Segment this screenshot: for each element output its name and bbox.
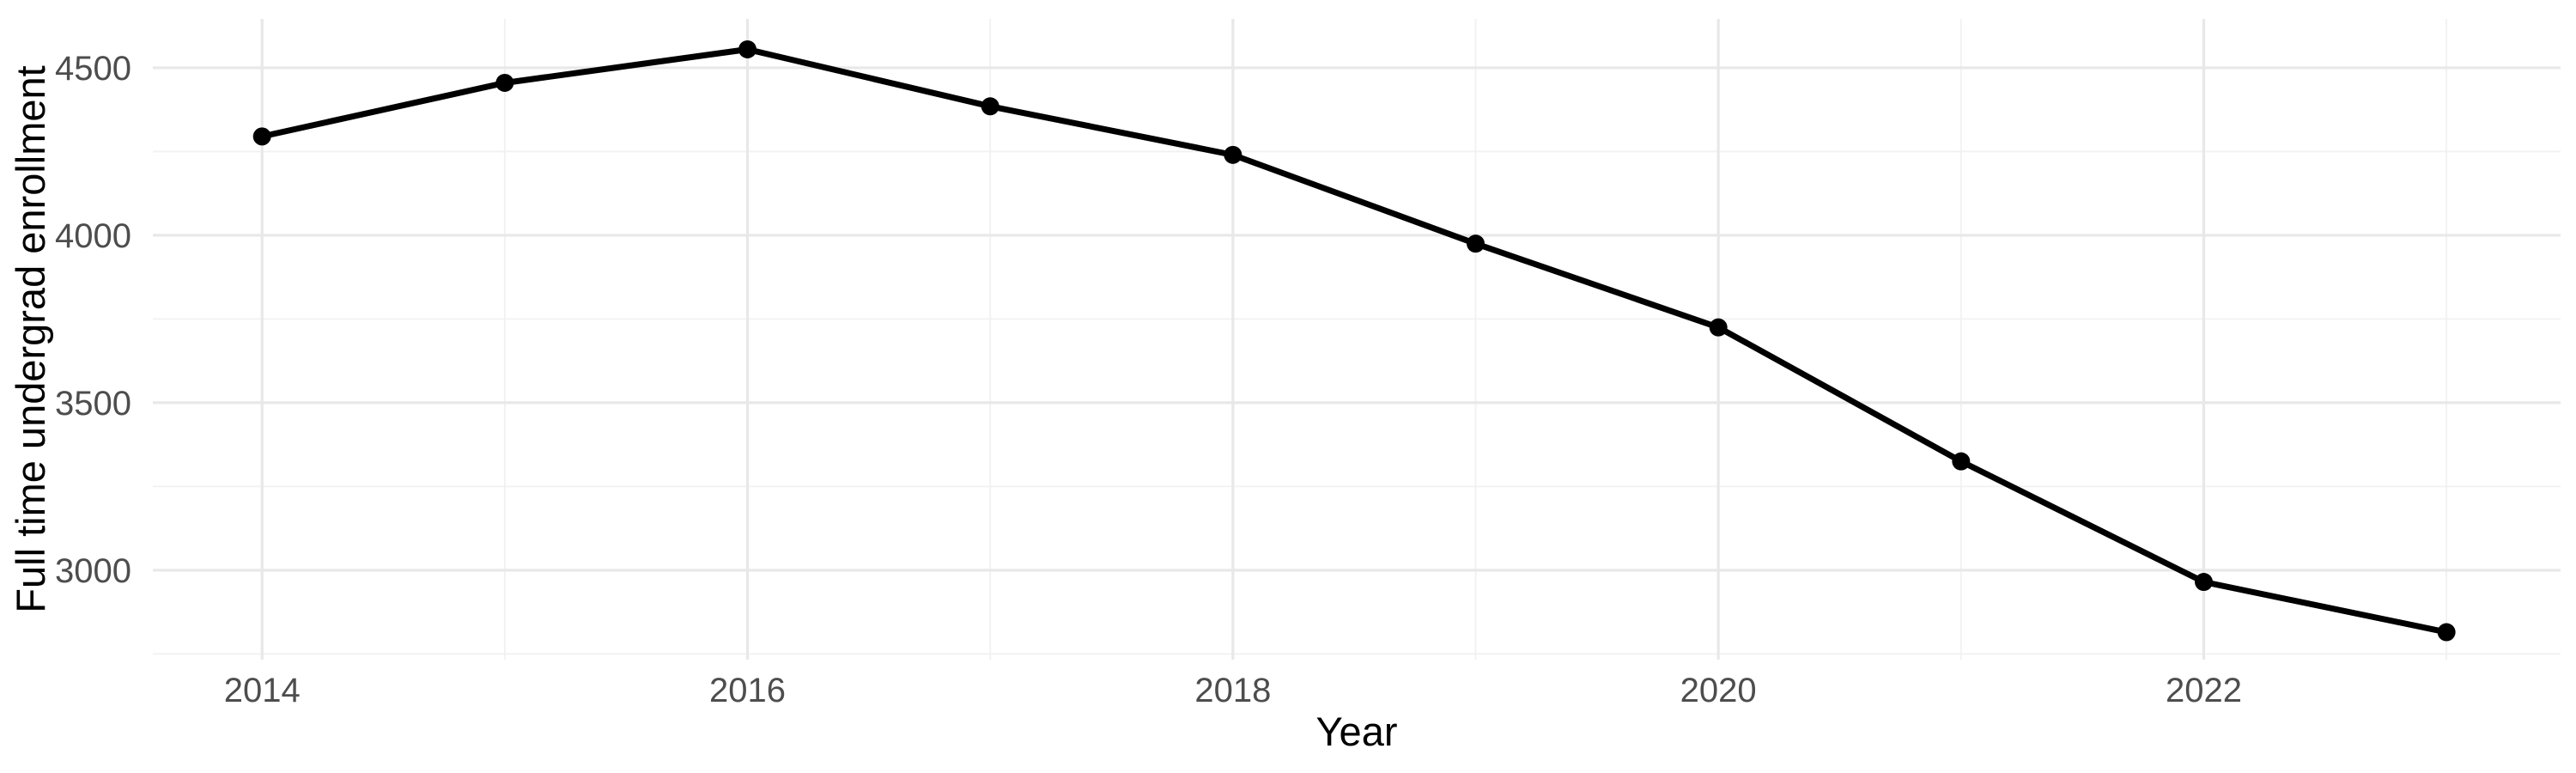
x-tick-label-2014: 2014 <box>224 672 301 709</box>
data-point-2015 <box>495 73 514 92</box>
series-layer <box>252 40 2456 642</box>
data-point-2018 <box>1224 145 1242 164</box>
x-tick-label-2020: 2020 <box>1680 672 1757 709</box>
data-point-2019 <box>1467 234 1485 253</box>
x-tick-label-2022: 2022 <box>2166 672 2242 709</box>
data-point-2023 <box>2437 623 2456 642</box>
minor-gridlines <box>153 19 2561 660</box>
y-axis-tick-labels: 3000 3500 4000 4500 <box>55 50 131 590</box>
y-tick-label-4000: 4000 <box>55 217 131 255</box>
data-point-2022 <box>2194 573 2213 592</box>
y-tick-label-4500: 4500 <box>55 50 131 88</box>
x-tick-label-2018: 2018 <box>1194 672 1271 709</box>
x-axis-title: Year <box>1316 709 1398 754</box>
enrollment-line <box>261 46 2447 636</box>
x-axis-tick-labels: 2014 2016 2018 2020 2022 <box>224 672 2242 709</box>
data-point-2016 <box>738 40 757 58</box>
data-point-2021 <box>1952 452 1971 471</box>
x-tick-label-2016: 2016 <box>709 672 786 709</box>
data-point-2014 <box>252 127 271 146</box>
y-tick-label-3500: 3500 <box>55 385 131 423</box>
y-tick-label-3000: 3000 <box>55 552 131 590</box>
data-point-2017 <box>981 97 999 116</box>
data-point-2020 <box>1709 318 1728 337</box>
major-gridlines <box>153 19 2561 660</box>
y-axis-title: Full time undergrad enrollment <box>8 65 53 612</box>
